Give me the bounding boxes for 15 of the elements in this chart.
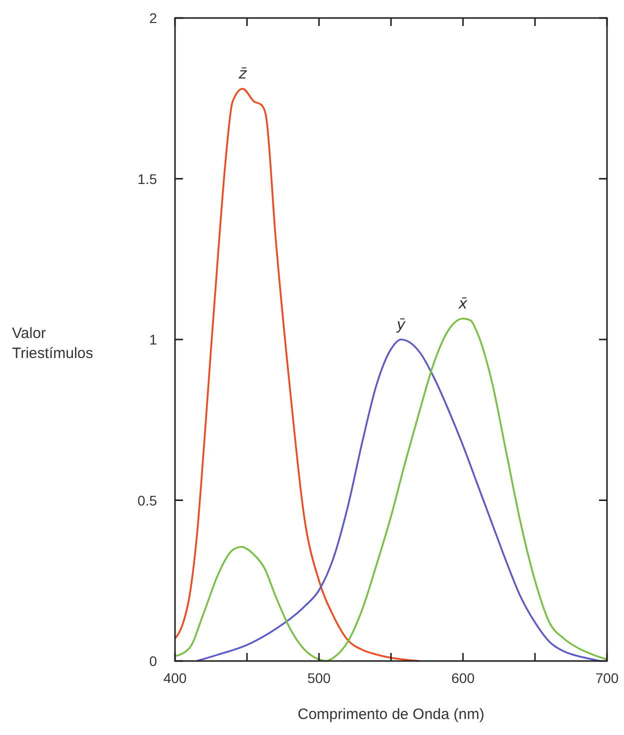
x-tick-label: 600 [451,670,475,686]
y-tick-label: 1.5 [138,170,158,187]
series-label: x̄ [458,294,468,313]
y-tick-label: 0 [149,653,158,669]
y-axis-title: Valor Triestímulos [12,325,94,362]
x-tick-label: 500 [307,670,331,686]
x-axis-title: Comprimento de Onda (nm) [298,706,484,723]
series-label: ȳ [396,316,407,334]
y-tick-label: 2 [149,10,158,26]
x-tick-label: 700 [595,670,619,686]
line-series [174,88,421,662]
y-tick-label: 0.5 [138,492,158,508]
x-tick-label: 400 [163,670,187,686]
y-tick-label: 1 [149,332,158,348]
series-label: z̄ [238,64,248,83]
